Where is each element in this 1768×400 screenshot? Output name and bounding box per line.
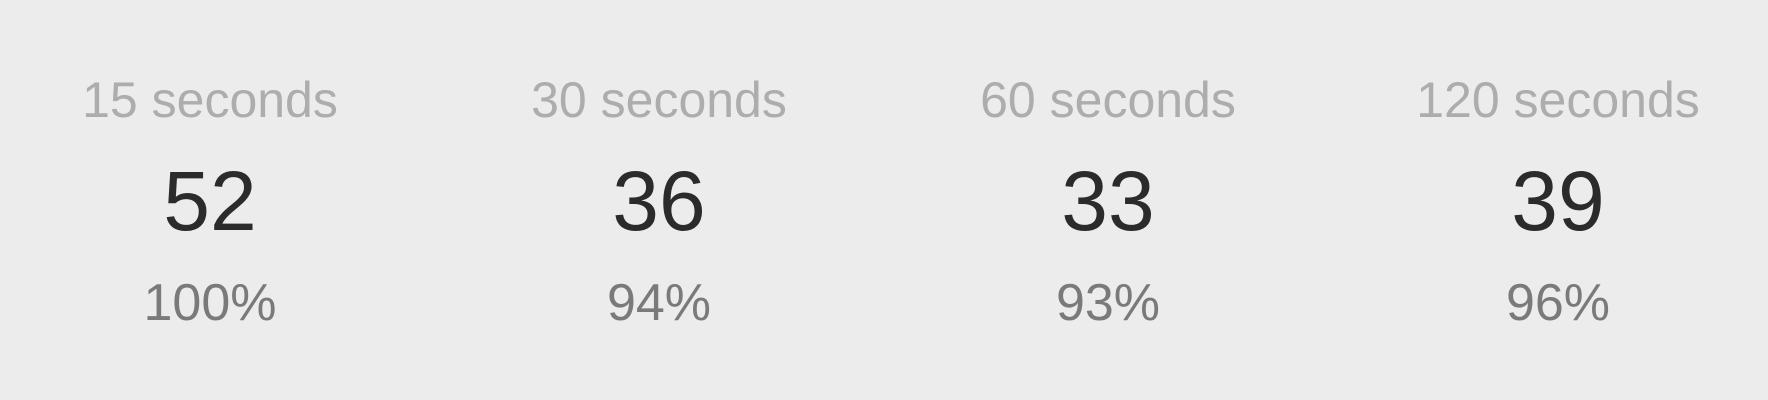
duration-label: 30 seconds — [531, 72, 787, 128]
accuracy-value: 93% — [1055, 274, 1161, 332]
stat-column-120-seconds[interactable]: 120 seconds 39 96% — [1348, 0, 1768, 400]
accuracy-value: 94% — [606, 274, 712, 332]
wpm-value: 39 — [1511, 154, 1605, 248]
accuracy-value: 96% — [1505, 274, 1611, 332]
duration-label: 120 seconds — [1416, 72, 1700, 128]
stat-column-15-seconds[interactable]: 15 seconds 52 100% — [0, 0, 420, 400]
wpm-value: 36 — [612, 154, 706, 248]
duration-label: 60 seconds — [980, 72, 1236, 128]
wpm-value: 33 — [1061, 154, 1155, 248]
stat-column-30-seconds[interactable]: 30 seconds 36 94% — [449, 0, 869, 400]
duration-label: 15 seconds — [82, 72, 338, 128]
stat-column-60-seconds[interactable]: 60 seconds 33 93% — [898, 0, 1318, 400]
wpm-value: 52 — [163, 154, 257, 248]
accuracy-value: 100% — [143, 274, 277, 332]
